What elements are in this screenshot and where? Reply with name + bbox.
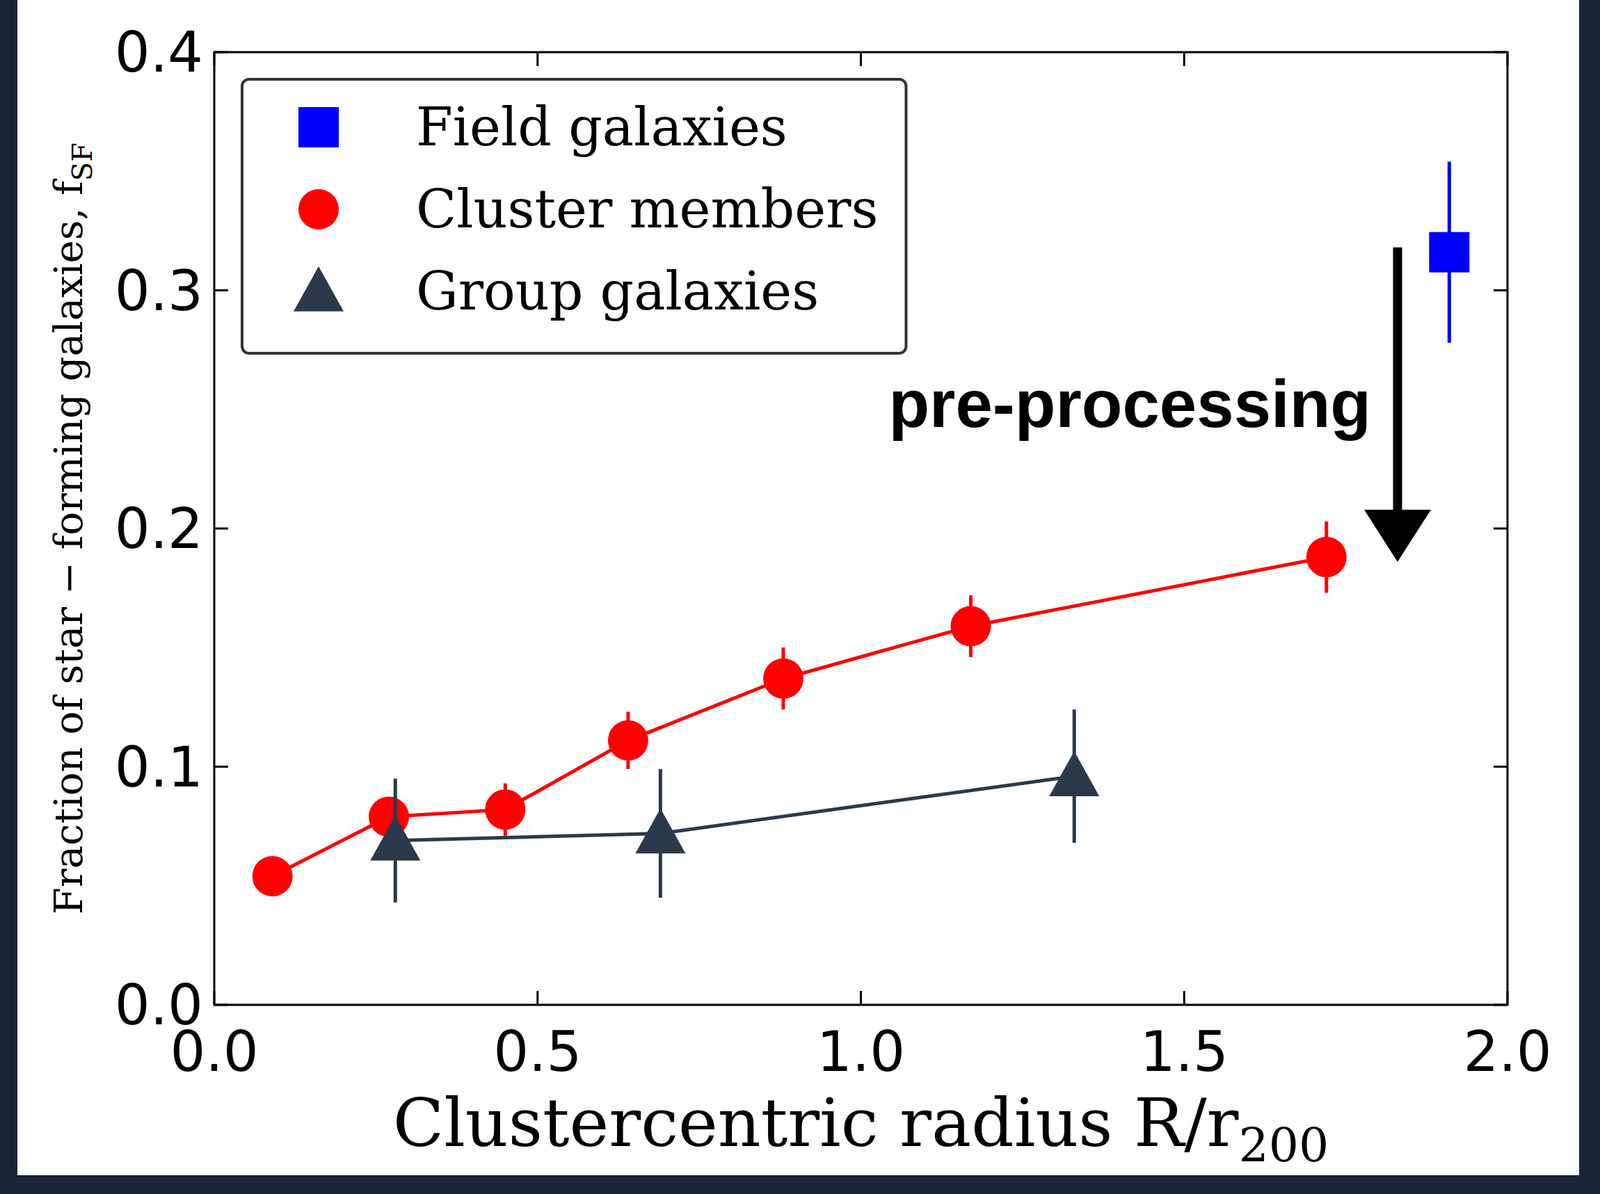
data-point xyxy=(608,720,649,762)
x-tick-top xyxy=(1506,52,1509,67)
data-point xyxy=(370,816,421,862)
x-tick-top xyxy=(1183,52,1186,67)
chart: 0.00.51.01.52.00.00.10.20.30.4Clustercen… xyxy=(0,0,1600,1194)
x-axis-title-text: Clustercentric radius R/r xyxy=(393,1084,1239,1163)
x-axis-title-sub: 200 xyxy=(1238,1117,1330,1173)
x-tick xyxy=(1183,991,1186,1006)
x-tick-top xyxy=(213,52,216,67)
y-axis-title-group: Fraction of star − forming galaxies, fSF xyxy=(45,142,99,915)
plot-frame xyxy=(214,52,1508,1006)
y-tick-label: 0.0 xyxy=(114,973,204,1038)
legend-label: Field galaxies xyxy=(416,96,788,158)
series-1 xyxy=(252,521,1347,897)
legend: Field galaxies Cluster members Group galax… xyxy=(242,79,906,354)
panel xyxy=(17,0,1580,1176)
y-axis-title-sub: SF xyxy=(66,142,99,181)
y-tick-label: 0.3 xyxy=(114,258,204,324)
y-tick-label: 0.4 xyxy=(114,20,204,85)
series-line xyxy=(272,557,1327,877)
data-point xyxy=(1428,232,1470,273)
y-tick xyxy=(214,765,229,768)
y-tick-right xyxy=(1493,289,1508,292)
background xyxy=(0,0,1600,1194)
annotation-arrow xyxy=(1392,247,1402,512)
data-point xyxy=(1306,537,1347,578)
legend-marker xyxy=(293,266,344,312)
y-tick xyxy=(214,51,229,54)
data-point xyxy=(1049,751,1100,797)
series-2 xyxy=(370,709,1100,903)
y-tick-right xyxy=(1493,1004,1508,1007)
x-tick-label: 1.0 xyxy=(816,1019,906,1085)
y-axis-title-text: Fraction of star − forming galaxies, f xyxy=(45,178,92,915)
y-tick xyxy=(214,528,229,531)
x-tick xyxy=(213,991,216,1006)
x-tick-label: 1.5 xyxy=(1140,1019,1229,1085)
x-tick-top xyxy=(859,52,862,67)
series-0 xyxy=(1428,162,1470,343)
x-tick xyxy=(536,991,539,1006)
data-point xyxy=(635,808,686,854)
y-tick-label: 0.2 xyxy=(114,496,204,562)
annotation-arrowhead xyxy=(1364,509,1431,563)
y-tick-right xyxy=(1493,528,1508,531)
series-line xyxy=(395,776,1075,841)
x-tick-label: 2.0 xyxy=(1462,1019,1552,1085)
y-axis-title: Fraction of star − forming galaxies, fSF xyxy=(45,142,99,915)
data-point xyxy=(252,856,293,897)
data-point xyxy=(484,789,526,830)
legend-box xyxy=(242,79,906,354)
y-tick-right xyxy=(1493,51,1508,54)
x-tick xyxy=(859,991,862,1006)
y-tick xyxy=(214,289,229,292)
y-tick-label: 0.1 xyxy=(114,735,204,800)
data-point xyxy=(950,605,992,647)
x-axis-title: Clustercentric radius R/r200 xyxy=(393,1084,1330,1173)
legend-marker xyxy=(298,189,339,230)
legend-marker xyxy=(298,107,339,148)
annotation-text: pre-processing xyxy=(888,366,1372,442)
legend-label: Cluster members xyxy=(416,178,878,240)
y-tick xyxy=(214,1004,229,1007)
x-tick-top xyxy=(536,52,539,67)
legend-label: Group galaxies xyxy=(416,260,819,323)
x-tick xyxy=(1506,991,1509,1006)
data-point xyxy=(763,658,804,700)
y-tick-right xyxy=(1493,765,1508,768)
x-tick-label: 0.5 xyxy=(493,1019,582,1085)
